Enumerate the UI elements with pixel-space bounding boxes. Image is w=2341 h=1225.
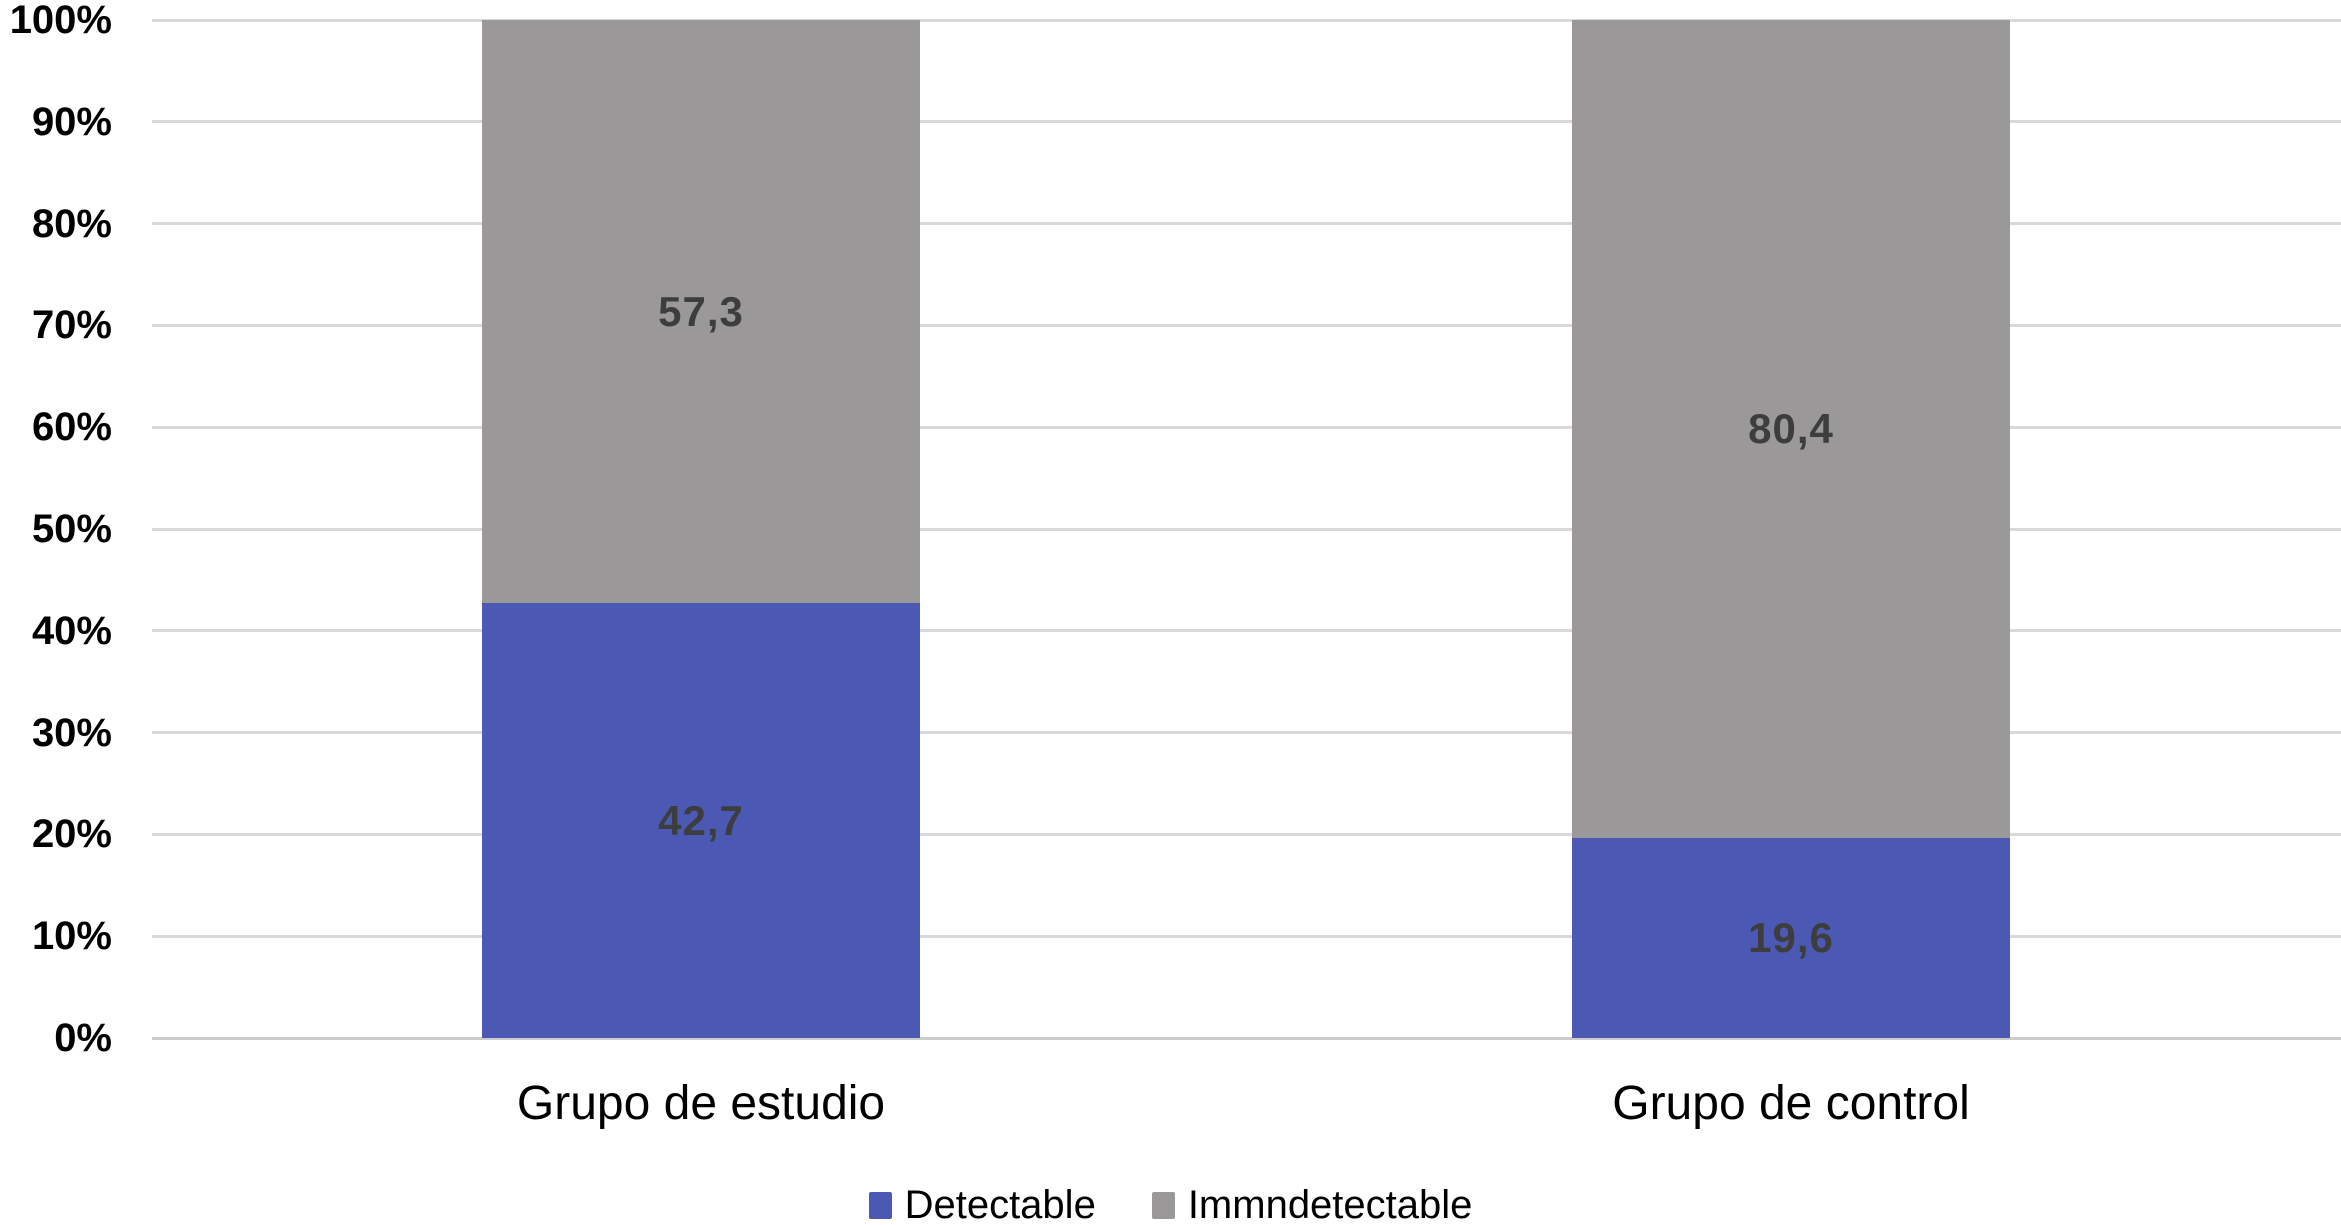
bar-segment-immndetectable: 57,3 xyxy=(482,20,920,604)
legend-item-detectable: Detectable xyxy=(868,1182,1096,1225)
legend: Detectable Immndetectable xyxy=(0,1182,2341,1225)
gridline xyxy=(152,731,2341,735)
bar-segment-detectable: 19,6 xyxy=(1572,838,2010,1038)
data-label: 42,7 xyxy=(658,796,744,844)
y-axis-tick-label: 100% xyxy=(9,0,112,42)
category-label: Grupo de control xyxy=(1612,1077,1970,1130)
legend-label: Immndetectable xyxy=(1187,1182,1473,1225)
gridline xyxy=(152,120,2341,124)
y-axis-tick-label: 80% xyxy=(31,201,112,246)
y-axis-tick-label: 90% xyxy=(31,99,112,144)
data-label: 80,4 xyxy=(1748,405,1834,453)
bar-segment-detectable: 42,7 xyxy=(482,603,920,1038)
bar-group: 57,3 42,7 xyxy=(482,20,920,1038)
legend-label: Detectable xyxy=(904,1182,1096,1225)
y-axis-tick-label: 50% xyxy=(31,507,112,551)
gridline xyxy=(152,934,2341,938)
gridline xyxy=(152,425,2341,429)
y-axis-tick-label: 40% xyxy=(31,608,112,653)
gridline xyxy=(152,629,2341,633)
y-axis-tick-label: 60% xyxy=(31,405,112,450)
bar-segment-immndetectable: 80,4 xyxy=(1572,20,2010,839)
gridline xyxy=(152,222,2341,226)
gridline xyxy=(152,1036,2341,1040)
y-axis-tick-label: 30% xyxy=(31,710,112,755)
gridline xyxy=(152,832,2341,836)
gridline xyxy=(152,18,2341,22)
gridline xyxy=(152,323,2341,327)
legend-swatch-immndetectable-icon xyxy=(1151,1191,1175,1219)
bar-group: 80,4 19,6 xyxy=(1572,20,2010,1038)
gridline xyxy=(152,527,2341,531)
y-axis-tick-label: 20% xyxy=(31,812,112,857)
y-axis-tick-label: 0% xyxy=(54,1016,112,1060)
y-axis-tick-label: 10% xyxy=(31,914,112,959)
y-axis-tick-label: 70% xyxy=(31,303,112,348)
category-label: Grupo de estudio xyxy=(516,1077,886,1130)
legend-item-immndetectable: Immndetectable xyxy=(1151,1182,1473,1225)
data-label: 19,6 xyxy=(1748,914,1834,962)
data-label: 57,3 xyxy=(658,287,744,335)
legend-swatch-detectable-icon xyxy=(868,1191,892,1219)
